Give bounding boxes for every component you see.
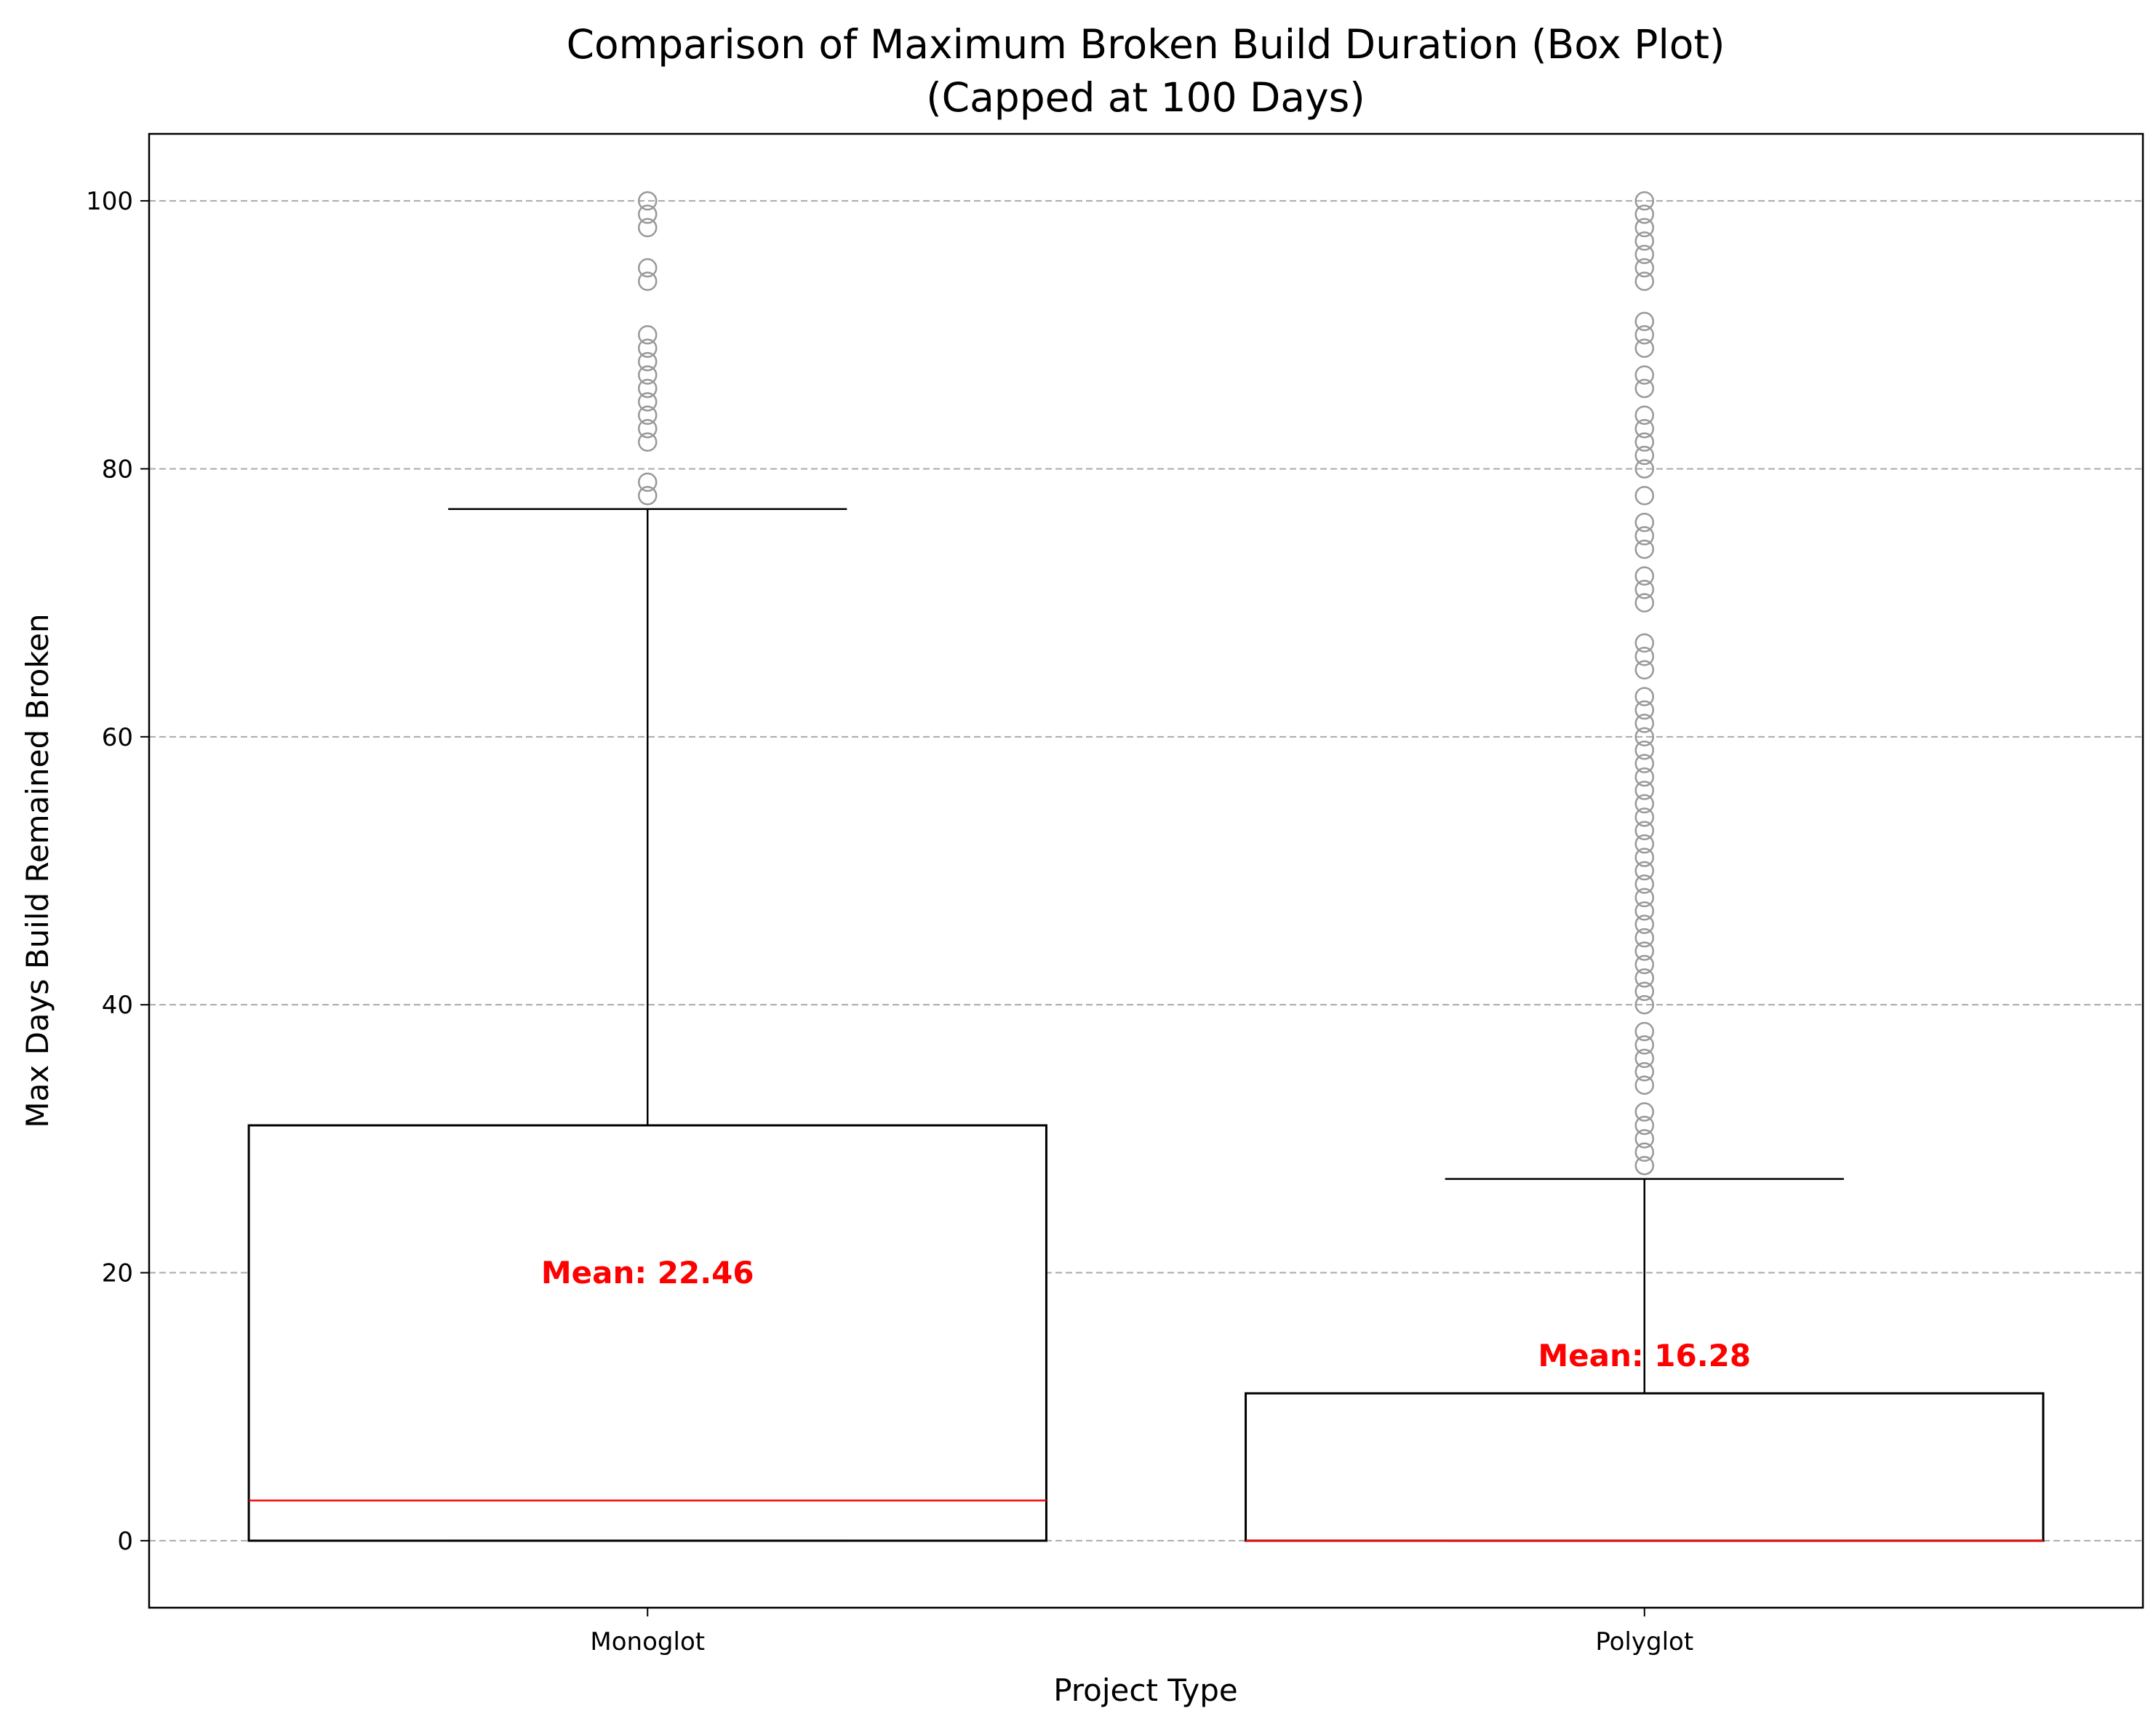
outlier-point bbox=[1634, 954, 1654, 975]
outlier-point bbox=[1634, 874, 1654, 894]
iqr-box bbox=[1245, 1392, 2045, 1542]
outlier-point bbox=[1634, 378, 1654, 399]
outlier-point bbox=[1634, 365, 1654, 385]
outlier-point bbox=[638, 351, 658, 372]
outlier-point bbox=[1634, 781, 1654, 800]
outlier-point bbox=[638, 432, 658, 452]
outlier-point bbox=[1634, 1075, 1654, 1095]
outlier-point bbox=[1634, 445, 1654, 466]
outlier-point bbox=[1634, 1155, 1654, 1176]
outlier-point bbox=[638, 392, 658, 412]
outlier-point bbox=[1634, 218, 1654, 238]
outlier-point bbox=[1634, 1062, 1654, 1082]
outlier-point bbox=[1634, 928, 1654, 948]
outlier-point bbox=[638, 365, 658, 385]
x-axis-label: Project Type bbox=[1053, 1672, 1238, 1708]
outlier-point bbox=[1634, 633, 1654, 653]
outlier-point bbox=[1634, 244, 1654, 265]
mean-label-monoglot: Mean: 22.46 bbox=[541, 1255, 754, 1291]
outlier-point bbox=[1634, 914, 1654, 934]
outlier-point bbox=[1634, 834, 1654, 854]
outlier-point bbox=[638, 258, 658, 278]
iqr-box bbox=[247, 1124, 1047, 1542]
outlier-point bbox=[1634, 687, 1654, 706]
outlier-point bbox=[1634, 405, 1654, 426]
outlier-point bbox=[1634, 1142, 1654, 1162]
outlier-point bbox=[1634, 994, 1654, 1015]
outlier-point bbox=[1634, 1102, 1654, 1122]
outlier-point bbox=[638, 191, 658, 211]
outlier-point bbox=[1634, 647, 1654, 666]
plot-frame bbox=[148, 132, 2144, 1609]
outlier-point bbox=[1634, 526, 1654, 546]
outlier-point bbox=[1634, 754, 1654, 773]
outlier-point bbox=[638, 218, 658, 238]
y-tick-label: 60 bbox=[102, 723, 133, 752]
chart-title-line-2: (Capped at 100 Days) bbox=[926, 74, 1365, 121]
outlier-point bbox=[638, 418, 658, 439]
outlier-point bbox=[1634, 593, 1654, 613]
outlier-point bbox=[1634, 727, 1654, 747]
outlier-point bbox=[638, 405, 658, 426]
outlier-point bbox=[638, 486, 658, 506]
outlier-point bbox=[638, 472, 658, 492]
outlier-point bbox=[1634, 338, 1654, 358]
axis-ticks: 0 20 40 60 80 100 Monoglot Polyglot bbox=[86, 187, 1693, 1656]
mean-label-polyglot: Mean: 16.28 bbox=[1538, 1338, 1751, 1373]
outlier-point bbox=[1634, 204, 1654, 224]
outlier-point bbox=[1634, 981, 1654, 1002]
outlier-point bbox=[1634, 459, 1654, 479]
outlier-point bbox=[1634, 579, 1654, 599]
outlier-point bbox=[1634, 714, 1654, 733]
outlier-point bbox=[1634, 271, 1654, 291]
outlier-point bbox=[1634, 901, 1654, 921]
box-group-polyglot: Mean: 16.28 bbox=[1245, 191, 2045, 1542]
outlier-point bbox=[1634, 325, 1654, 345]
x-tick-label-monoglot: Monoglot bbox=[590, 1627, 705, 1656]
outlier-point bbox=[1634, 1115, 1654, 1136]
outlier-point bbox=[638, 378, 658, 399]
outlier-point bbox=[1634, 191, 1654, 211]
outlier-point bbox=[638, 204, 658, 224]
outlier-point bbox=[1634, 740, 1654, 760]
y-tick-label: 0 bbox=[117, 1527, 133, 1556]
y-tick-label: 20 bbox=[102, 1259, 133, 1288]
outlier-point bbox=[1634, 566, 1654, 586]
outlier-point bbox=[1634, 888, 1654, 908]
outlier-point bbox=[1634, 432, 1654, 452]
outlier-point bbox=[1634, 847, 1654, 867]
x-tick-label-polyglot: Polyglot bbox=[1595, 1627, 1693, 1656]
outlier-point bbox=[638, 338, 658, 358]
outlier-point bbox=[1634, 539, 1654, 559]
outlier-point bbox=[1634, 418, 1654, 439]
outlier-point bbox=[1634, 821, 1654, 840]
outlier-point bbox=[1634, 968, 1654, 988]
outlier-point bbox=[1634, 231, 1654, 251]
outlier-point bbox=[1634, 486, 1654, 506]
outlier-point bbox=[1634, 1021, 1654, 1042]
outlier-point bbox=[1634, 1035, 1654, 1055]
y-tick-label: 80 bbox=[102, 455, 133, 484]
y-tick-label: 40 bbox=[102, 991, 133, 1020]
outlier-point bbox=[1634, 311, 1654, 332]
outlier-point bbox=[1634, 700, 1654, 720]
box-group-monoglot: Mean: 22.46 bbox=[247, 191, 1047, 1542]
outlier-point bbox=[638, 325, 658, 345]
outlier-point bbox=[1634, 807, 1654, 827]
outlier-point bbox=[638, 271, 658, 291]
outlier-point bbox=[1634, 794, 1654, 814]
outlier-point bbox=[1634, 861, 1654, 881]
box-plot-layer: Mean: 22.46 Mean: 16.28 bbox=[247, 191, 2045, 1542]
outlier-point bbox=[1634, 1129, 1654, 1149]
outlier-point bbox=[1634, 660, 1654, 679]
outlier-point bbox=[1634, 512, 1654, 533]
y-tick-label: 100 bbox=[86, 187, 133, 216]
outlier-point bbox=[1634, 767, 1654, 787]
outlier-point bbox=[1634, 941, 1654, 961]
outlier-point bbox=[1634, 1048, 1654, 1069]
outlier-point bbox=[1634, 258, 1654, 278]
chart-title-line-1: Comparison of Maximum Broken Build Durat… bbox=[567, 21, 1725, 68]
y-axis-label: Max Days Build Remained Broken bbox=[20, 613, 55, 1128]
